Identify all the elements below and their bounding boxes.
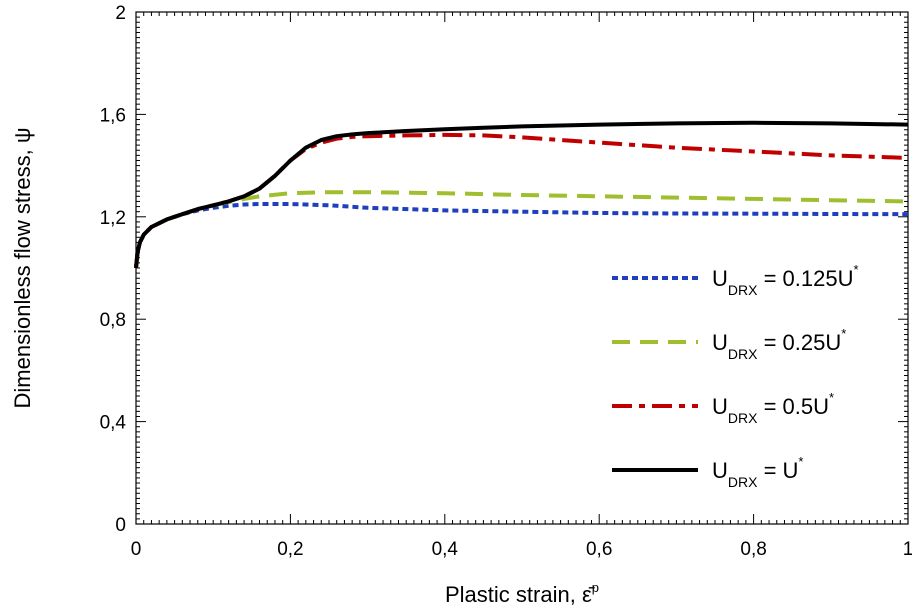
legend-label-main: U — [712, 266, 728, 291]
legend-label: UDRX = 0.25U* — [712, 326, 846, 362]
x-tick-label: 0,8 — [740, 539, 766, 560]
series-layer — [134, 120, 909, 269]
legend-label-sub: DRX — [728, 346, 758, 362]
x-tick-label: 1 — [903, 539, 912, 560]
legend-label-sup: * — [841, 326, 846, 341]
x-tick-label: 0,2 — [277, 539, 303, 560]
y-tick-label: 1,2 — [100, 208, 126, 229]
legend-label-sup: * — [798, 454, 803, 469]
legend-label: UDRX = U* — [712, 454, 803, 490]
x-tick-label: 0 — [131, 539, 142, 560]
ticks-layer: 0 0,2 0,4 0,6 0,8 1 0 0,4 0,8 1,2 1,6 2 — [100, 3, 912, 560]
legend-label-rest: = 0.25U — [757, 330, 841, 355]
legend-label-sub: DRX — [728, 282, 758, 298]
legend-label-rest: = U — [757, 458, 798, 483]
x-axis-label-sup: p — [592, 580, 599, 595]
legend-label: UDRX = 0.5U* — [712, 390, 834, 426]
legend-label-main: U — [712, 458, 728, 483]
legend-label-main: U — [712, 394, 728, 419]
y-tick-label: 0 — [115, 515, 126, 536]
y-axis-label: Dimensionless flow stress, ψ — [10, 128, 35, 409]
plot-area — [135, 11, 909, 525]
legend-label: UDRX = 0.125U* — [712, 262, 859, 298]
legend-label-sub: DRX — [728, 474, 758, 490]
y-tick-label: 0,4 — [100, 413, 127, 434]
legend-label-sup: * — [829, 390, 834, 405]
legend-label-rest: = 0.5U — [757, 394, 829, 419]
legend: UDRX = 0.125U*UDRX = 0.25U*UDRX = 0.5U*U… — [612, 262, 859, 490]
x-axis-label-text: Plastic strain, — [445, 582, 582, 607]
legend-label-rest: = 0.125U — [757, 266, 853, 291]
x-tick-label: 0,4 — [432, 539, 459, 560]
x-axis-label: Plastic strain, ε̄p — [445, 580, 599, 607]
x-tick-label: 0,6 — [586, 539, 612, 560]
series-line — [134, 202, 909, 269]
x-axis-label-symbol: ε̄ — [582, 582, 595, 607]
legend-label-main: U — [712, 330, 728, 355]
y-tick-label: 0,8 — [100, 310, 126, 331]
legend-label-sup: * — [853, 262, 858, 277]
y-tick-label: 1,6 — [100, 105, 126, 126]
series-line — [134, 120, 909, 269]
legend-label-sub: DRX — [728, 410, 758, 426]
y-tick-label: 2 — [115, 3, 126, 24]
